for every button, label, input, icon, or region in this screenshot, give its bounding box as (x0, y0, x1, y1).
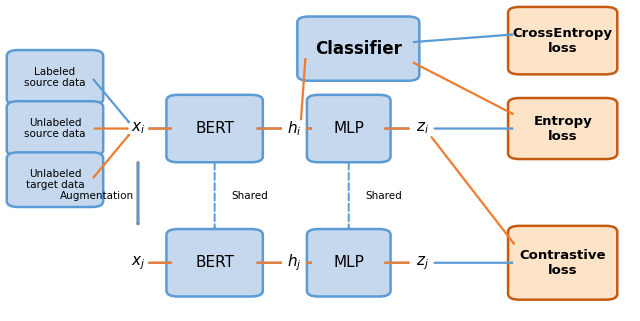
FancyBboxPatch shape (166, 229, 263, 297)
Text: $z_i$: $z_i$ (416, 121, 429, 136)
Text: Unlabeled
source data: Unlabeled source data (24, 118, 86, 139)
FancyBboxPatch shape (166, 95, 263, 162)
Text: CrossEntropy
loss: CrossEntropy loss (513, 27, 612, 55)
Text: $z_j$: $z_j$ (416, 254, 429, 272)
Text: MLP: MLP (333, 121, 364, 136)
FancyBboxPatch shape (508, 98, 617, 159)
Text: $x_j$: $x_j$ (131, 254, 145, 272)
Text: Classifier: Classifier (315, 39, 402, 58)
FancyBboxPatch shape (508, 226, 617, 300)
FancyBboxPatch shape (7, 152, 103, 207)
FancyBboxPatch shape (7, 50, 103, 105)
FancyBboxPatch shape (307, 95, 390, 162)
Text: BERT: BERT (195, 255, 234, 270)
Text: Entropy
loss: Entropy loss (533, 115, 592, 143)
FancyBboxPatch shape (307, 229, 390, 297)
Text: $x_i$: $x_i$ (131, 121, 145, 136)
Text: $h_j$: $h_j$ (287, 253, 301, 273)
Text: Contrastive
loss: Contrastive loss (520, 249, 606, 277)
Text: BERT: BERT (195, 121, 234, 136)
Text: Augmentation: Augmentation (60, 191, 134, 201)
FancyBboxPatch shape (298, 16, 419, 81)
FancyBboxPatch shape (7, 101, 103, 156)
Text: $h_i$: $h_i$ (287, 119, 301, 138)
FancyBboxPatch shape (508, 7, 617, 74)
Text: MLP: MLP (333, 255, 364, 270)
Text: Unlabeled
target data: Unlabeled target data (26, 169, 84, 190)
Text: Shared: Shared (232, 191, 268, 201)
Text: Labeled
source data: Labeled source data (24, 66, 86, 88)
Text: Shared: Shared (365, 191, 402, 201)
